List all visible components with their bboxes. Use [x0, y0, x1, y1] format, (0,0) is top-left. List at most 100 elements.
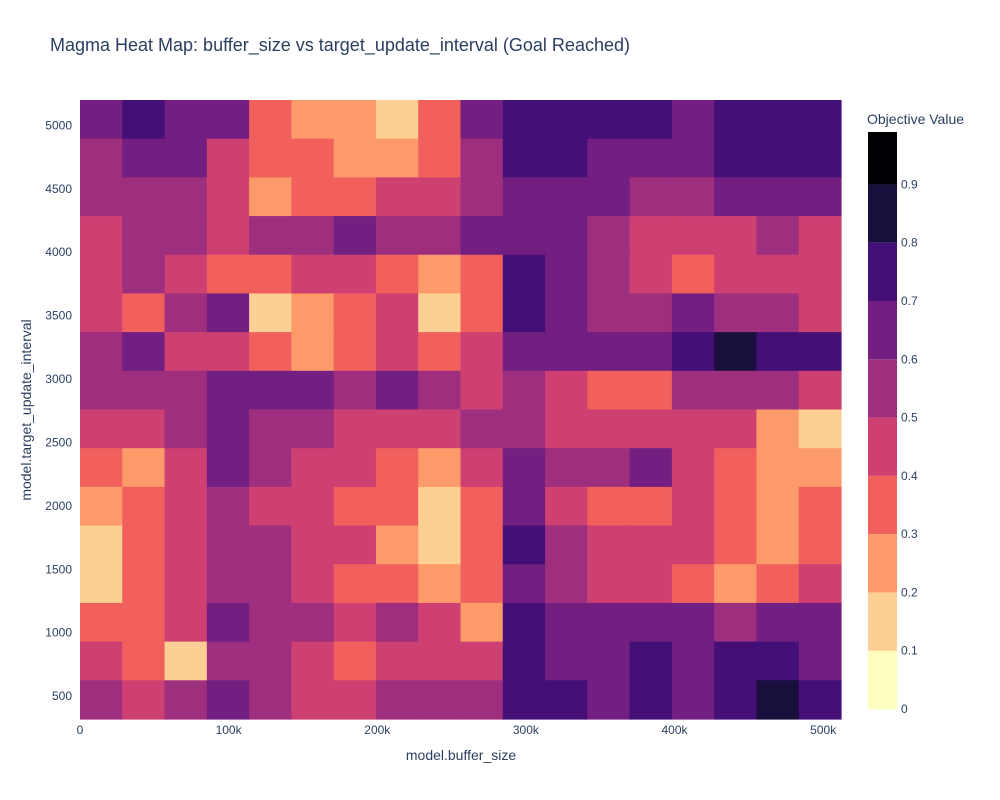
heatmap-cell [249, 486, 292, 527]
heatmap-cell [798, 332, 842, 372]
heatmap-cell [714, 409, 758, 449]
colorbar-band [868, 359, 897, 418]
heatmap-cell [671, 138, 715, 178]
heatmap-cell [798, 409, 842, 449]
heatmap-cell [80, 602, 123, 643]
heatmap-cell [375, 370, 419, 411]
colorbar-tick-label: 0.1 [901, 644, 918, 658]
heatmap-cell [798, 138, 842, 178]
heatmap-cell [333, 254, 377, 295]
heatmap-cell [249, 100, 292, 140]
heatmap-cell [798, 641, 842, 681]
heatmap-cell [375, 680, 419, 720]
heatmap-cell [714, 602, 758, 643]
heatmap-cell [502, 293, 546, 333]
heatmap-cell [714, 293, 758, 333]
heatmap-cell [80, 409, 123, 449]
heatmap-cell [80, 332, 123, 372]
heatmap-cell [80, 486, 123, 527]
y-tick-label: 3500 [45, 309, 72, 323]
heatmap-cell [418, 332, 462, 372]
heatmap-cell [291, 332, 335, 372]
heatmap-cell [756, 254, 800, 295]
y-axis: 500 1000 1500 2000 2500 3000 3500 4000 4500 5000 [45, 118, 72, 703]
heatmap-cell [80, 525, 123, 565]
heatmap-cell [714, 641, 758, 681]
heatmap-cell [333, 216, 377, 256]
colorbar-tick-label: 0.6 [901, 352, 918, 366]
heatmap-cell [122, 409, 166, 449]
x-tick-label: 100k [216, 723, 243, 737]
heatmap-cell [587, 486, 631, 527]
heatmap-cell [375, 100, 419, 140]
heatmap-cell [80, 293, 123, 333]
heatmap-cell [629, 564, 673, 604]
heatmap-cell [291, 448, 335, 488]
heatmap-cell [249, 254, 292, 295]
heatmap-cell [629, 177, 673, 217]
heatmap-cell [249, 138, 292, 178]
heatmap-cell [545, 370, 588, 411]
heatmap-cell [460, 332, 504, 372]
heatmap-cell [333, 525, 377, 565]
heatmap-cell [460, 641, 504, 681]
heatmap-cell [798, 564, 842, 604]
heatmap-cell [671, 602, 715, 643]
heatmap-cell [756, 293, 800, 333]
heatmap-cell [206, 138, 250, 178]
heatmap-cell [206, 486, 250, 527]
colorbar-band [868, 592, 897, 651]
x-axis-title: model.buffer_size [406, 747, 516, 763]
heatmap-cell [375, 177, 419, 217]
heatmap-cell [418, 641, 462, 681]
heatmap-cell [629, 448, 673, 488]
colorbar-band [868, 184, 897, 243]
heatmap-cell [164, 525, 208, 565]
heatmap-cell [291, 564, 335, 604]
heatmap-cell [122, 100, 166, 140]
heatmap-cell [671, 486, 715, 527]
heatmap-cell [587, 370, 631, 411]
heatmap-cell [206, 177, 250, 217]
heatmap-cell [333, 641, 377, 681]
heatmap-cell [502, 332, 546, 372]
heatmap-cell [587, 602, 631, 643]
heatmap-cell [122, 525, 166, 565]
colorbar-tick-label: 0.2 [901, 585, 918, 599]
heatmap-cell [714, 332, 758, 372]
heatmap-cell [545, 525, 588, 565]
heatmap-cell [291, 680, 335, 720]
heatmap-cell [164, 216, 208, 256]
heatmap-cell [80, 641, 123, 681]
colorbar-tick-label: 0.9 [901, 178, 918, 192]
heatmap-cell [80, 448, 123, 488]
heatmap-cell [333, 680, 377, 720]
heatmap-cell [206, 409, 250, 449]
heatmap-cell [249, 409, 292, 449]
colorbar-tick-label: 0.4 [901, 469, 918, 483]
heatmap-cell [460, 177, 504, 217]
heatmap-cell [756, 138, 800, 178]
heatmap-cell [375, 254, 419, 295]
heatmap-cell [122, 602, 166, 643]
heatmap-cell [460, 680, 504, 720]
heatmap-cell [291, 293, 335, 333]
heatmap-cell [164, 448, 208, 488]
heatmap-cell [460, 100, 504, 140]
y-tick-label: 1000 [45, 626, 72, 640]
heatmap-cell [418, 138, 462, 178]
heatmap-cell [375, 332, 419, 372]
heatmap-cell [333, 564, 377, 604]
heatmap-cell [333, 409, 377, 449]
heatmap-cell [206, 641, 250, 681]
heatmap-cell [502, 254, 546, 295]
heatmap-cell [587, 177, 631, 217]
heatmap-cell [798, 448, 842, 488]
heatmap-cell [291, 216, 335, 256]
heatmap-cell [164, 177, 208, 217]
heatmap-cell [671, 216, 715, 256]
heatmap-cell [460, 216, 504, 256]
y-tick-label: 4500 [45, 182, 72, 196]
heatmap-cell [671, 100, 715, 140]
heatmap-cell [291, 177, 335, 217]
